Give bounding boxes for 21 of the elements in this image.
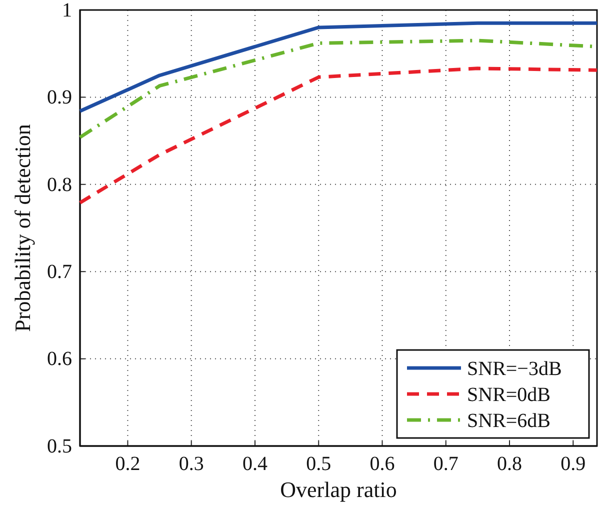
legend-label: SNR=0dB [467, 384, 551, 406]
y-tick-label: 0.6 [47, 348, 72, 370]
y-axis-title: Probability of detection [10, 124, 35, 332]
x-tick-label: 0.9 [560, 453, 586, 476]
line-series [78, 66, 599, 204]
x-tick-label: 0.3 [178, 453, 204, 476]
y-tick-label: 1 [62, 0, 72, 22]
x-tick-label: 0.2 [115, 453, 140, 476]
x-tick-label: 0.6 [370, 453, 395, 476]
line-series [78, 21, 599, 113]
legend-label: SNR=−3dB [467, 358, 562, 380]
y-tick-label: 0.9 [47, 86, 72, 109]
x-tick-label: 0.8 [497, 453, 522, 476]
x-tick-label: 0.5 [306, 453, 332, 476]
y-tick-label: 0.8 [47, 174, 72, 196]
y-tick-label: 0.7 [47, 261, 72, 283]
y-tick-label: 0.5 [47, 435, 72, 458]
legend-label: SNR=6dB [467, 410, 551, 432]
x-axis-title: Overlap ratio [280, 477, 397, 502]
x-tick-label: 0.4 [242, 453, 268, 476]
x-tick-label: 0.7 [433, 453, 458, 476]
